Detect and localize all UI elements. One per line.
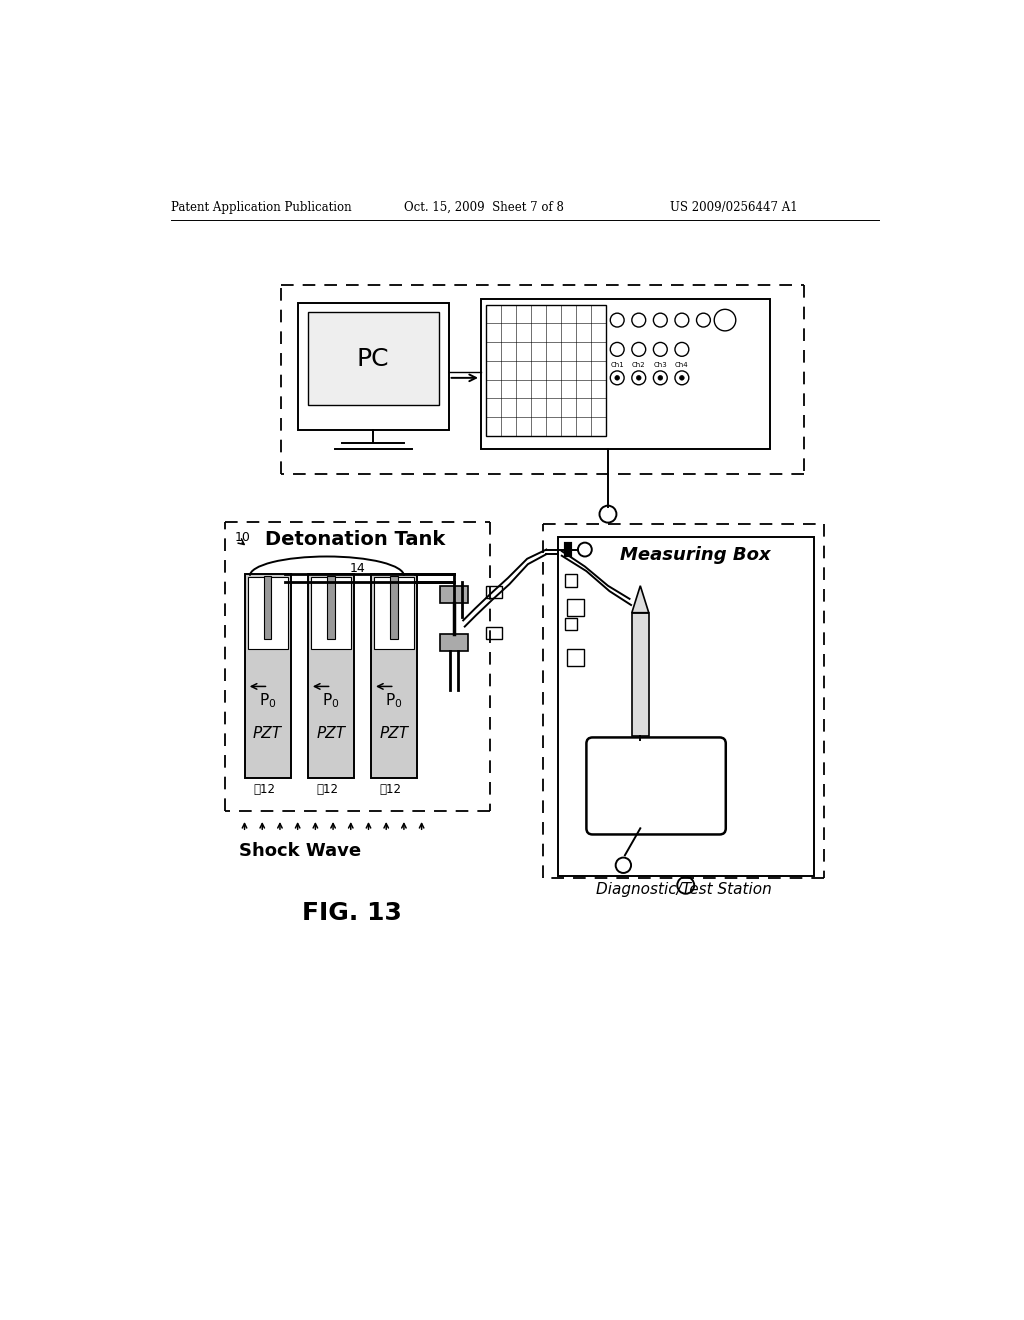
Bar (371, 574, 417, 779)
Bar (327, 576, 335, 639)
Text: ⌒12: ⌒12 (380, 783, 401, 796)
Bar (486, 586, 502, 598)
FancyBboxPatch shape (587, 738, 726, 834)
Text: Ch4: Ch4 (675, 362, 689, 368)
Circle shape (653, 371, 668, 385)
Text: Ch3: Ch3 (653, 362, 668, 368)
Text: PZT: PZT (316, 726, 345, 741)
Text: Detonation Tank: Detonation Tank (265, 531, 445, 549)
Text: Patent Application Publication: Patent Application Publication (171, 201, 351, 214)
Bar (565, 618, 578, 631)
Text: 14: 14 (350, 561, 366, 574)
Text: FIG. 13: FIG. 13 (302, 902, 402, 925)
Polygon shape (632, 586, 649, 612)
Bar (298, 304, 449, 430)
Text: P$_0$: P$_0$ (259, 692, 276, 710)
Text: ⌒12: ⌒12 (254, 783, 275, 796)
Text: P$_0$: P$_0$ (385, 692, 402, 710)
Bar (565, 574, 578, 586)
Text: Ch2: Ch2 (632, 362, 645, 368)
Text: PC: PC (356, 347, 389, 371)
Circle shape (615, 858, 631, 873)
Circle shape (578, 543, 592, 557)
Text: PZT: PZT (253, 726, 283, 741)
Bar (245, 574, 291, 779)
Bar (486, 305, 605, 436)
Circle shape (675, 371, 689, 385)
Circle shape (637, 376, 641, 380)
Bar (374, 577, 414, 648)
Text: Shock Wave: Shock Wave (239, 842, 361, 861)
Text: Oct. 15, 2009  Sheet 7 of 8: Oct. 15, 2009 Sheet 7 of 8 (403, 201, 564, 214)
Circle shape (632, 371, 646, 385)
Text: ⌒12: ⌒12 (316, 783, 339, 796)
Bar (440, 635, 468, 651)
Circle shape (658, 376, 663, 380)
Circle shape (677, 876, 694, 894)
Bar (307, 574, 354, 779)
Text: P$_0$: P$_0$ (322, 692, 340, 710)
Bar (390, 576, 397, 639)
Bar (558, 537, 814, 876)
Text: Diagnostic/Test Station: Diagnostic/Test Station (596, 882, 771, 898)
Bar (481, 298, 770, 449)
Text: Ch1: Ch1 (610, 362, 624, 368)
Bar (264, 576, 271, 639)
Bar (310, 577, 351, 648)
Text: 10: 10 (234, 531, 251, 544)
Bar (440, 586, 468, 603)
Bar (248, 577, 288, 648)
Circle shape (614, 376, 620, 380)
Circle shape (610, 371, 625, 385)
Bar (307, 313, 438, 405)
Bar (632, 612, 649, 737)
Bar (567, 649, 584, 665)
Text: PZT: PZT (379, 726, 409, 741)
Bar (486, 627, 502, 639)
Bar (567, 599, 584, 615)
Circle shape (680, 376, 684, 380)
Text: US 2009/0256447 A1: US 2009/0256447 A1 (670, 201, 798, 214)
Text: Measuring Box: Measuring Box (620, 546, 770, 564)
Circle shape (599, 506, 616, 523)
